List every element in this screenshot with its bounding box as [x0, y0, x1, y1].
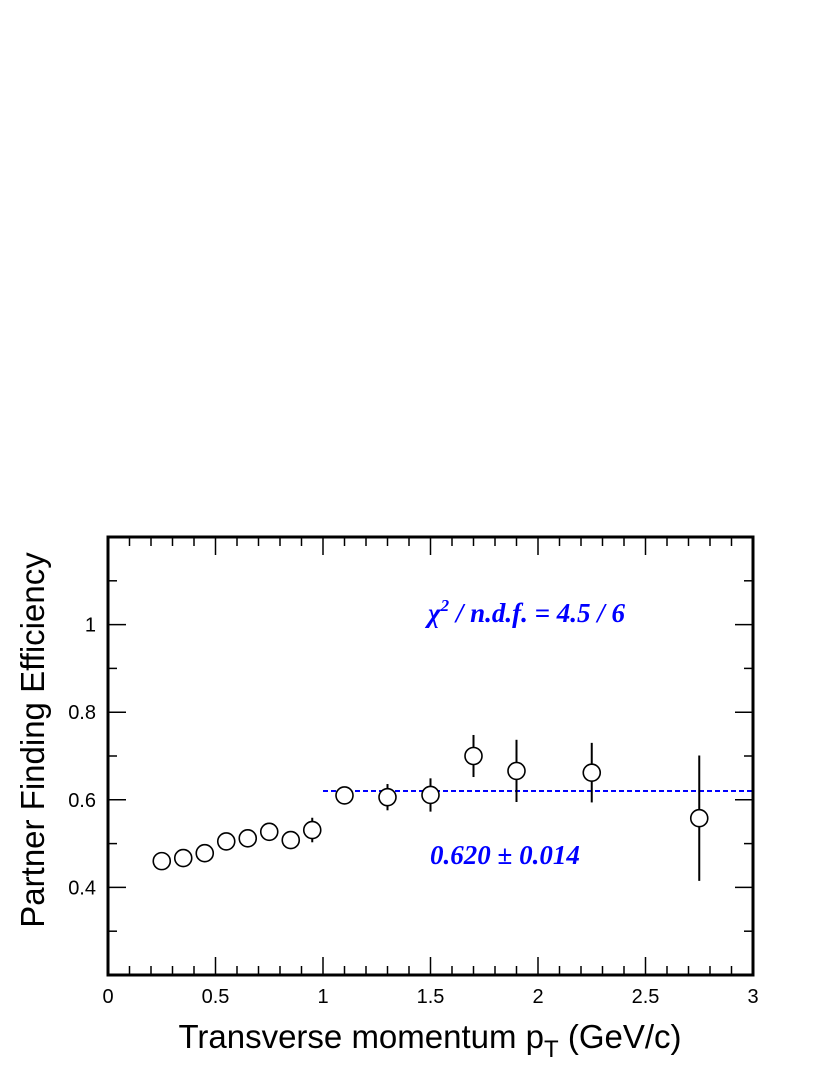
x-tick-label: 1	[317, 986, 328, 1008]
x-tick-label: 3	[747, 986, 758, 1008]
y-tick-label: 0.6	[68, 790, 96, 812]
x-axis-title-main: Transverse momentum p	[178, 1018, 544, 1055]
data-point	[281, 830, 301, 850]
y-tick-label: 0.8	[68, 702, 96, 724]
data-point	[582, 763, 602, 782]
data-point	[689, 808, 709, 828]
data-point	[378, 787, 397, 807]
data-point	[259, 822, 279, 842]
chi2-power: 2	[440, 596, 450, 615]
y-tick-label: 0.4	[68, 877, 96, 899]
data-point	[507, 761, 526, 781]
x-tick-label: 2	[532, 986, 543, 1008]
y-tick-label: 1	[85, 615, 96, 637]
data-point	[302, 820, 322, 840]
x-tick-label: 1.5	[417, 986, 445, 1008]
chi2-rest: / n.d.f. = 4.5 / 6	[449, 598, 625, 628]
axis-tick-labels: 0 0.5 1 1.5 2 2.5 3 0.4 0.6 0.8 1	[68, 615, 758, 1008]
fit-result-annotation: 0.620 ± 0.014	[430, 840, 580, 870]
data-points	[152, 734, 709, 881]
x-axis-title: Transverse momentum pT (GeV/c)	[178, 1018, 681, 1063]
chi2-symbol: χ	[424, 598, 441, 628]
data-point	[195, 843, 215, 863]
x-tick-label: 0	[102, 986, 113, 1008]
data-point	[216, 832, 236, 851]
data-point	[173, 848, 193, 868]
y-axis-title: Partner Finding Efficiency	[14, 552, 51, 928]
plot-frame	[106, 535, 755, 977]
chi2-annotation: χ2 / n.d.f. = 4.5 / 6	[424, 596, 625, 628]
x-tick-label: 2.5	[632, 986, 660, 1008]
x-axis-title-tail: (GeV/c)	[559, 1018, 682, 1055]
data-point	[421, 785, 440, 805]
data-point	[335, 786, 354, 805]
data-point	[464, 746, 483, 766]
data-point	[238, 829, 258, 848]
x-tick-label: 0.5	[202, 986, 230, 1008]
data-point	[152, 851, 172, 871]
x-axis-title-sub: T	[544, 1036, 559, 1063]
